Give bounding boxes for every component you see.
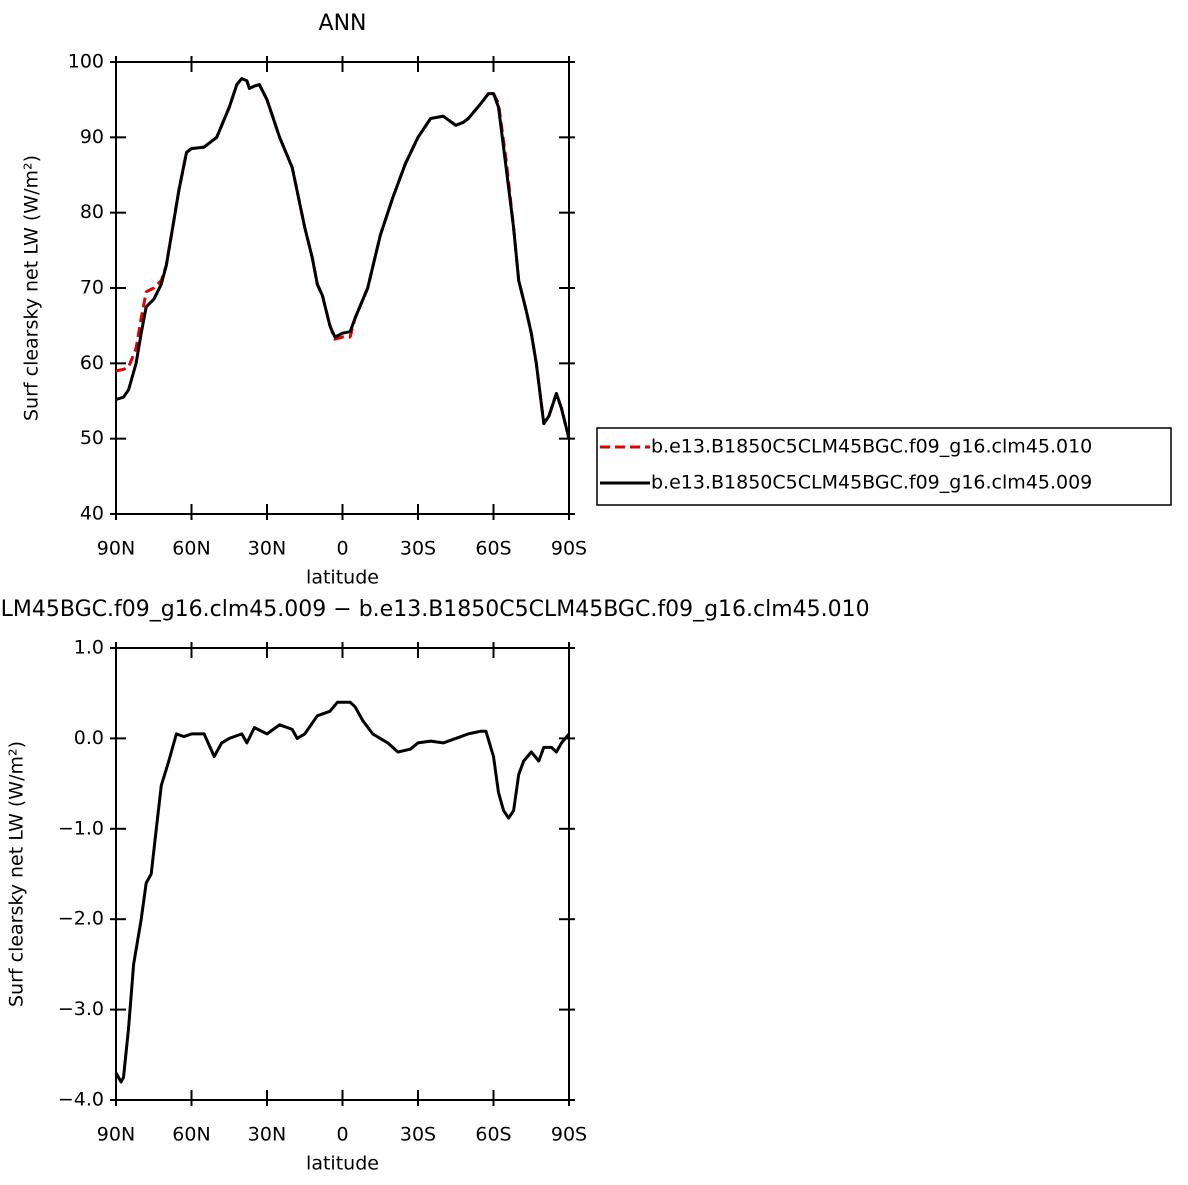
x-tick-label: 30N xyxy=(248,538,286,560)
x-tick-label: 0 xyxy=(336,538,348,560)
y-tick-label: 60 xyxy=(80,352,104,374)
x-tick-label: 90S xyxy=(551,1124,587,1146)
y-axis-label: Surf clearsky net LW (W/m²) xyxy=(6,741,28,1007)
y-tick-label: 70 xyxy=(80,277,104,299)
legend-label: b.e13.B1850C5CLM45BGC.f09_g16.clm45.009 xyxy=(651,472,1092,494)
y-tick-label: 100 xyxy=(68,51,104,73)
y-tick-label: 40 xyxy=(80,503,104,525)
y-tick-label: 1.0 xyxy=(74,637,104,659)
x-tick-label: 60N xyxy=(172,1124,210,1146)
y-tick-label: −3.0 xyxy=(58,998,104,1020)
plot-frame xyxy=(115,647,570,1101)
y-tick-label: 50 xyxy=(80,427,104,449)
x-axis-label: latitude xyxy=(306,1153,379,1175)
x-tick-label: 30S xyxy=(400,538,436,560)
x-tick-label: 90S xyxy=(551,538,587,560)
data-line xyxy=(114,700,571,1084)
chart-title: b.e13.B1850C5CLM45BGC.f09_g16.clm45.009 … xyxy=(0,597,870,622)
x-tick-label: 30S xyxy=(400,1124,436,1146)
y-tick-label: 90 xyxy=(80,126,104,148)
x-tick-label: 60S xyxy=(475,538,511,560)
x-tick-label: 90N xyxy=(97,1124,135,1146)
y-tick-label: 0.0 xyxy=(74,727,104,749)
x-tick-label: 0 xyxy=(336,1124,348,1146)
chart-title: ANN xyxy=(319,11,367,36)
x-tick-label: 30N xyxy=(248,1124,286,1146)
y-tick-label: −2.0 xyxy=(58,908,104,930)
legend-box xyxy=(596,427,1172,506)
y-tick-label: −4.0 xyxy=(58,1089,104,1111)
legend-label: b.e13.B1850C5CLM45BGC.f09_g16.clm45.010 xyxy=(651,436,1092,458)
y-tick-label: 80 xyxy=(80,201,104,223)
x-axis-label: latitude xyxy=(306,567,379,589)
y-tick-label: −1.0 xyxy=(58,817,104,839)
x-tick-label: 60S xyxy=(475,1124,511,1146)
y-axis-label: Surf clearsky net LW (W/m²) xyxy=(21,155,43,421)
data-line xyxy=(115,77,571,440)
x-tick-label: 90N xyxy=(97,538,135,560)
x-tick-label: 60N xyxy=(172,538,210,560)
